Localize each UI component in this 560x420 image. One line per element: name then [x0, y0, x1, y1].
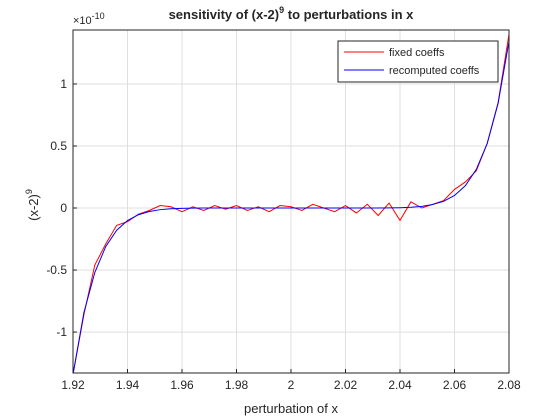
legend-label: fixed coeffs	[389, 47, 445, 59]
y-axis-label: (x-2)9	[24, 189, 41, 221]
x-tick-label: 1.96	[170, 378, 194, 392]
x-tick-label: 2	[288, 378, 295, 392]
grid	[72, 30, 510, 373]
y-tick-label: -1	[56, 325, 67, 339]
x-tick-label: 1.98	[225, 378, 249, 392]
y-label-text: (x-2)	[26, 194, 41, 221]
legend-box	[337, 40, 499, 83]
x-tick-label: 2.06	[443, 378, 467, 392]
y-tick-label: 1	[60, 77, 67, 91]
y-tick-label: 0.5	[50, 139, 67, 153]
ticks: 1.92 1.94 1.96 1.98 2 2.02 2.04 2.06 2.08 -1 -0.5 0…	[46, 77, 521, 392]
legend: fixed coeffs recomputed coeffs	[337, 40, 499, 83]
exponent-base: ×10	[73, 15, 92, 27]
y-label-superscript: 9	[24, 189, 34, 194]
y-exponent: ×10-10	[73, 11, 105, 27]
x-tick-label: 1.92	[61, 378, 85, 392]
title-text: to perturbations in x	[284, 7, 414, 22]
y-tick-label: -0.5	[46, 263, 67, 277]
title-text: sensitivity of (x-2)	[169, 7, 280, 22]
title-superscript: 9	[279, 5, 284, 15]
y-tick-label: 0	[60, 201, 67, 215]
x-tick-label: 2.08	[497, 378, 521, 392]
x-axis-label: perturbation of x	[244, 401, 338, 416]
plot-lines	[73, 34, 509, 373]
x-tick-label: 2.02	[334, 378, 358, 392]
exponent-power: -10	[92, 11, 105, 21]
legend-label: recomputed coeffs	[389, 65, 480, 77]
chart-title: sensitivity of (x-2)9 to perturbations i…	[169, 5, 415, 22]
series-line	[73, 41, 509, 373]
x-tick-label: 1.94	[116, 378, 140, 392]
x-tick-label: 2.04	[388, 378, 412, 392]
